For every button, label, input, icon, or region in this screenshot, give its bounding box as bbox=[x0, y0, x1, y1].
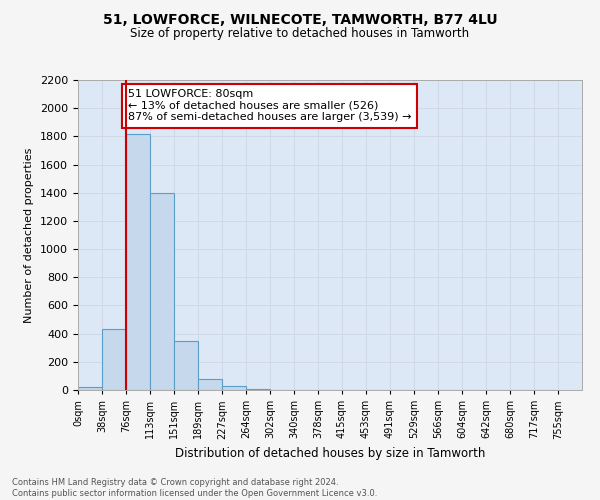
Bar bbox=[198, 378, 222, 390]
Y-axis label: Number of detached properties: Number of detached properties bbox=[25, 148, 34, 322]
Text: 51 LOWFORCE: 80sqm
← 13% of detached houses are smaller (526)
87% of semi-detach: 51 LOWFORCE: 80sqm ← 13% of detached hou… bbox=[128, 90, 411, 122]
Text: 51, LOWFORCE, WILNECOTE, TAMWORTH, B77 4LU: 51, LOWFORCE, WILNECOTE, TAMWORTH, B77 4… bbox=[103, 12, 497, 26]
Bar bbox=[174, 340, 198, 390]
Bar bbox=[150, 192, 174, 390]
Bar bbox=[127, 134, 150, 390]
Bar bbox=[222, 386, 246, 390]
Bar bbox=[102, 330, 127, 390]
Bar bbox=[78, 387, 102, 390]
Text: Size of property relative to detached houses in Tamworth: Size of property relative to detached ho… bbox=[130, 28, 470, 40]
X-axis label: Distribution of detached houses by size in Tamworth: Distribution of detached houses by size … bbox=[175, 447, 485, 460]
Text: Contains HM Land Registry data © Crown copyright and database right 2024.
Contai: Contains HM Land Registry data © Crown c… bbox=[12, 478, 377, 498]
